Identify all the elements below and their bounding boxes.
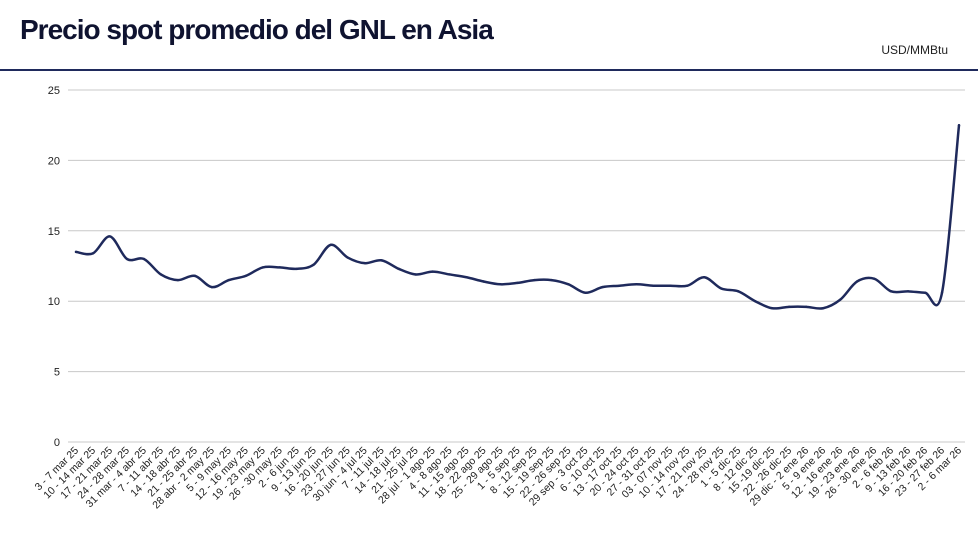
data-point	[363, 261, 366, 265]
data-point	[125, 257, 129, 261]
data-point	[872, 277, 876, 280]
data-point	[601, 285, 604, 289]
data-point	[889, 290, 893, 293]
data-point	[533, 278, 536, 282]
data-point	[227, 278, 231, 282]
data-point	[465, 276, 468, 279]
data-point	[669, 284, 672, 287]
y-tick-label: 10	[48, 296, 60, 308]
data-point	[516, 281, 519, 285]
data-point	[923, 291, 927, 294]
data-point	[821, 307, 825, 310]
data-point	[499, 283, 502, 286]
grid-lines	[68, 89, 965, 443]
data-point	[957, 124, 961, 127]
unit-label: USD/MMBtu	[881, 43, 948, 57]
data-point	[159, 273, 163, 276]
data-point	[414, 273, 417, 276]
data-point	[329, 243, 332, 247]
data-point	[312, 263, 315, 266]
data-point	[804, 305, 808, 309]
data-point	[906, 290, 910, 293]
y-axis-ticks: 0 5 10 15 20 25	[48, 85, 60, 449]
data-point	[737, 290, 740, 293]
data-point	[482, 280, 485, 283]
data-point	[431, 270, 434, 273]
data-point	[635, 283, 638, 286]
y-tick-label: 25	[48, 85, 60, 97]
data-point	[771, 307, 774, 310]
data-point	[142, 257, 146, 261]
data-point	[838, 298, 842, 301]
data-point	[448, 273, 451, 276]
data-point	[91, 252, 95, 255]
y-tick-label: 5	[54, 367, 60, 379]
data-point	[584, 291, 587, 294]
data-points	[74, 124, 961, 310]
data-point	[261, 266, 264, 269]
data-point	[754, 300, 757, 303]
chart-title: Precio spot promedio del GNL en Asia	[20, 14, 494, 45]
series	[74, 123, 961, 310]
data-point	[703, 276, 706, 279]
y-tick-label: 15	[48, 226, 60, 238]
data-point	[550, 278, 553, 282]
data-point	[278, 266, 281, 269]
data-point	[108, 235, 112, 238]
y-tick-label: 20	[48, 155, 60, 167]
data-point	[193, 274, 197, 278]
data-point	[346, 256, 349, 259]
data-point	[720, 287, 723, 290]
data-point	[244, 274, 248, 278]
data-point	[295, 267, 298, 271]
header-divider	[0, 69, 978, 71]
data-point	[380, 259, 383, 262]
series-line	[74, 123, 961, 310]
data-point	[618, 284, 621, 287]
data-point	[652, 284, 655, 287]
data-point	[567, 283, 570, 286]
data-point	[397, 267, 400, 271]
data-point	[855, 280, 859, 283]
data-point	[686, 284, 689, 287]
data-point	[787, 305, 791, 309]
data-point	[74, 250, 78, 254]
data-point	[176, 278, 180, 282]
data-point	[210, 285, 214, 289]
data-point	[940, 291, 944, 294]
y-tick-label: 0	[54, 437, 60, 449]
